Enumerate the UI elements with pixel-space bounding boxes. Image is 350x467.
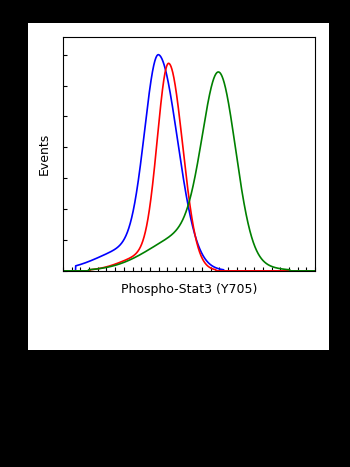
X-axis label: Phospho-Stat3 (Y705): Phospho-Stat3 (Y705) [121, 283, 257, 296]
Y-axis label: Events: Events [38, 133, 51, 175]
